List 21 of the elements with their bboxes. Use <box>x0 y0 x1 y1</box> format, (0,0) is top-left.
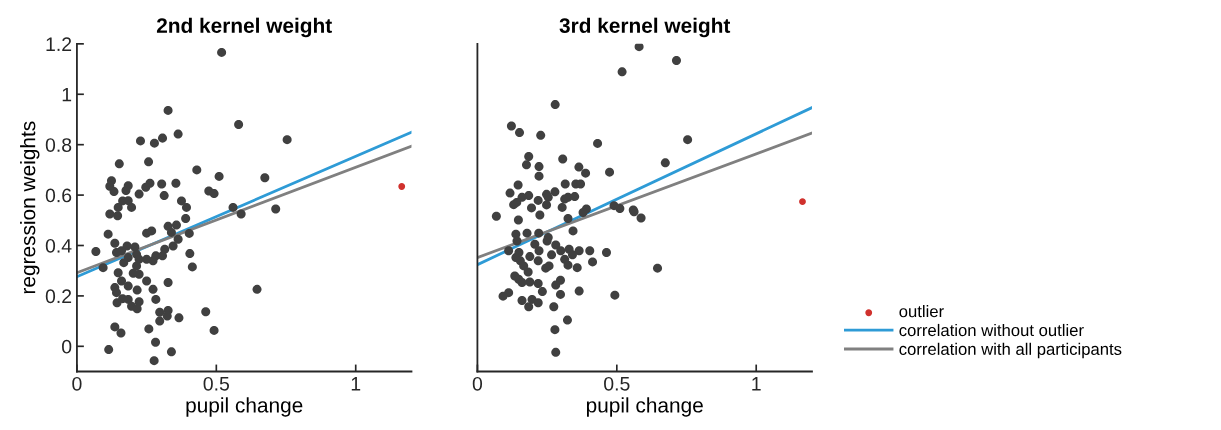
x-tick-label: 1 <box>752 377 761 391</box>
y-tick-label: 1.2 <box>46 37 72 51</box>
y-tick-label: 0.8 <box>45 138 72 152</box>
x-tick-label: 0 <box>472 376 483 391</box>
x-tick-label: 0 <box>72 376 82 391</box>
y-tick-label: 0.2 <box>45 289 72 304</box>
x-tick-label: 0.5 <box>604 376 630 391</box>
x-tick-label: 0.5 <box>203 376 230 391</box>
y-axis-title: regression weights <box>20 121 40 294</box>
chart-title: 3rd kernel weight <box>559 17 731 38</box>
y-tick-label: 0.6 <box>45 188 72 203</box>
y-tick-label: 0.4 <box>45 238 72 253</box>
x-axis-title: pupil change <box>586 397 703 417</box>
legend-label: correlation with all participants <box>899 342 1122 359</box>
legend-label: outlier <box>899 305 944 318</box>
x-tick-label: 1 <box>351 377 361 391</box>
chart-title: 2nd kernel weight <box>156 17 332 38</box>
y-tick-label: 1 <box>62 87 72 102</box>
x-axis-title: pupil change <box>186 397 303 417</box>
legend-label: correlation without outlier <box>899 323 1084 337</box>
y-tick-label: 0 <box>62 339 72 354</box>
